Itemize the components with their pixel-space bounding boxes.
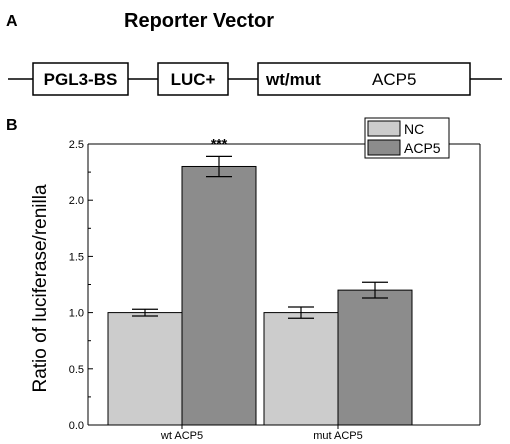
y-tick-label: 0.0 — [69, 420, 84, 432]
y-tick-label: 1.0 — [69, 308, 84, 320]
bar-chart: 0.0 0.5 1.0 1.5 2.0 2.5 Ratio of luciferase/re… — [30, 117, 481, 442]
x-tick-label: mut ACP5 — [313, 430, 363, 442]
bar — [181, 165, 257, 426]
panel-b-letter: B — [6, 117, 18, 134]
insert-label-wt-mut: wt/mut — [265, 70, 321, 89]
legend-swatch — [367, 120, 401, 137]
luc-box: LUC+ — [157, 62, 229, 96]
legend-label: ACP5 — [404, 140, 441, 156]
bar — [337, 289, 413, 426]
x-tick-label: wt ACP5 — [160, 430, 203, 442]
insert-label-gene: ACP5 — [372, 70, 416, 89]
panel-a-letter: A — [6, 13, 18, 30]
y-tick-label: 1.5 — [69, 251, 84, 263]
significance-label: *** — [211, 135, 228, 151]
legend-label: NC — [404, 121, 424, 137]
luc-label: LUC+ — [171, 70, 216, 89]
legend-swatch — [367, 139, 401, 156]
y-tick-label: 0.5 — [69, 364, 84, 376]
panel-a-title: Reporter Vector — [124, 10, 274, 32]
insert-box: wt/mut ACP5 — [257, 62, 471, 96]
bar — [263, 312, 339, 426]
y-axis-label: Ratio of luciferase/renilla — [30, 184, 51, 392]
y-tick-label: 2.5 — [69, 139, 84, 151]
pgl3-box: PGL3-BS — [32, 62, 129, 96]
pgl3-label: PGL3-BS — [44, 70, 118, 89]
y-tick-label: 2.0 — [69, 195, 84, 207]
bar — [107, 312, 183, 426]
